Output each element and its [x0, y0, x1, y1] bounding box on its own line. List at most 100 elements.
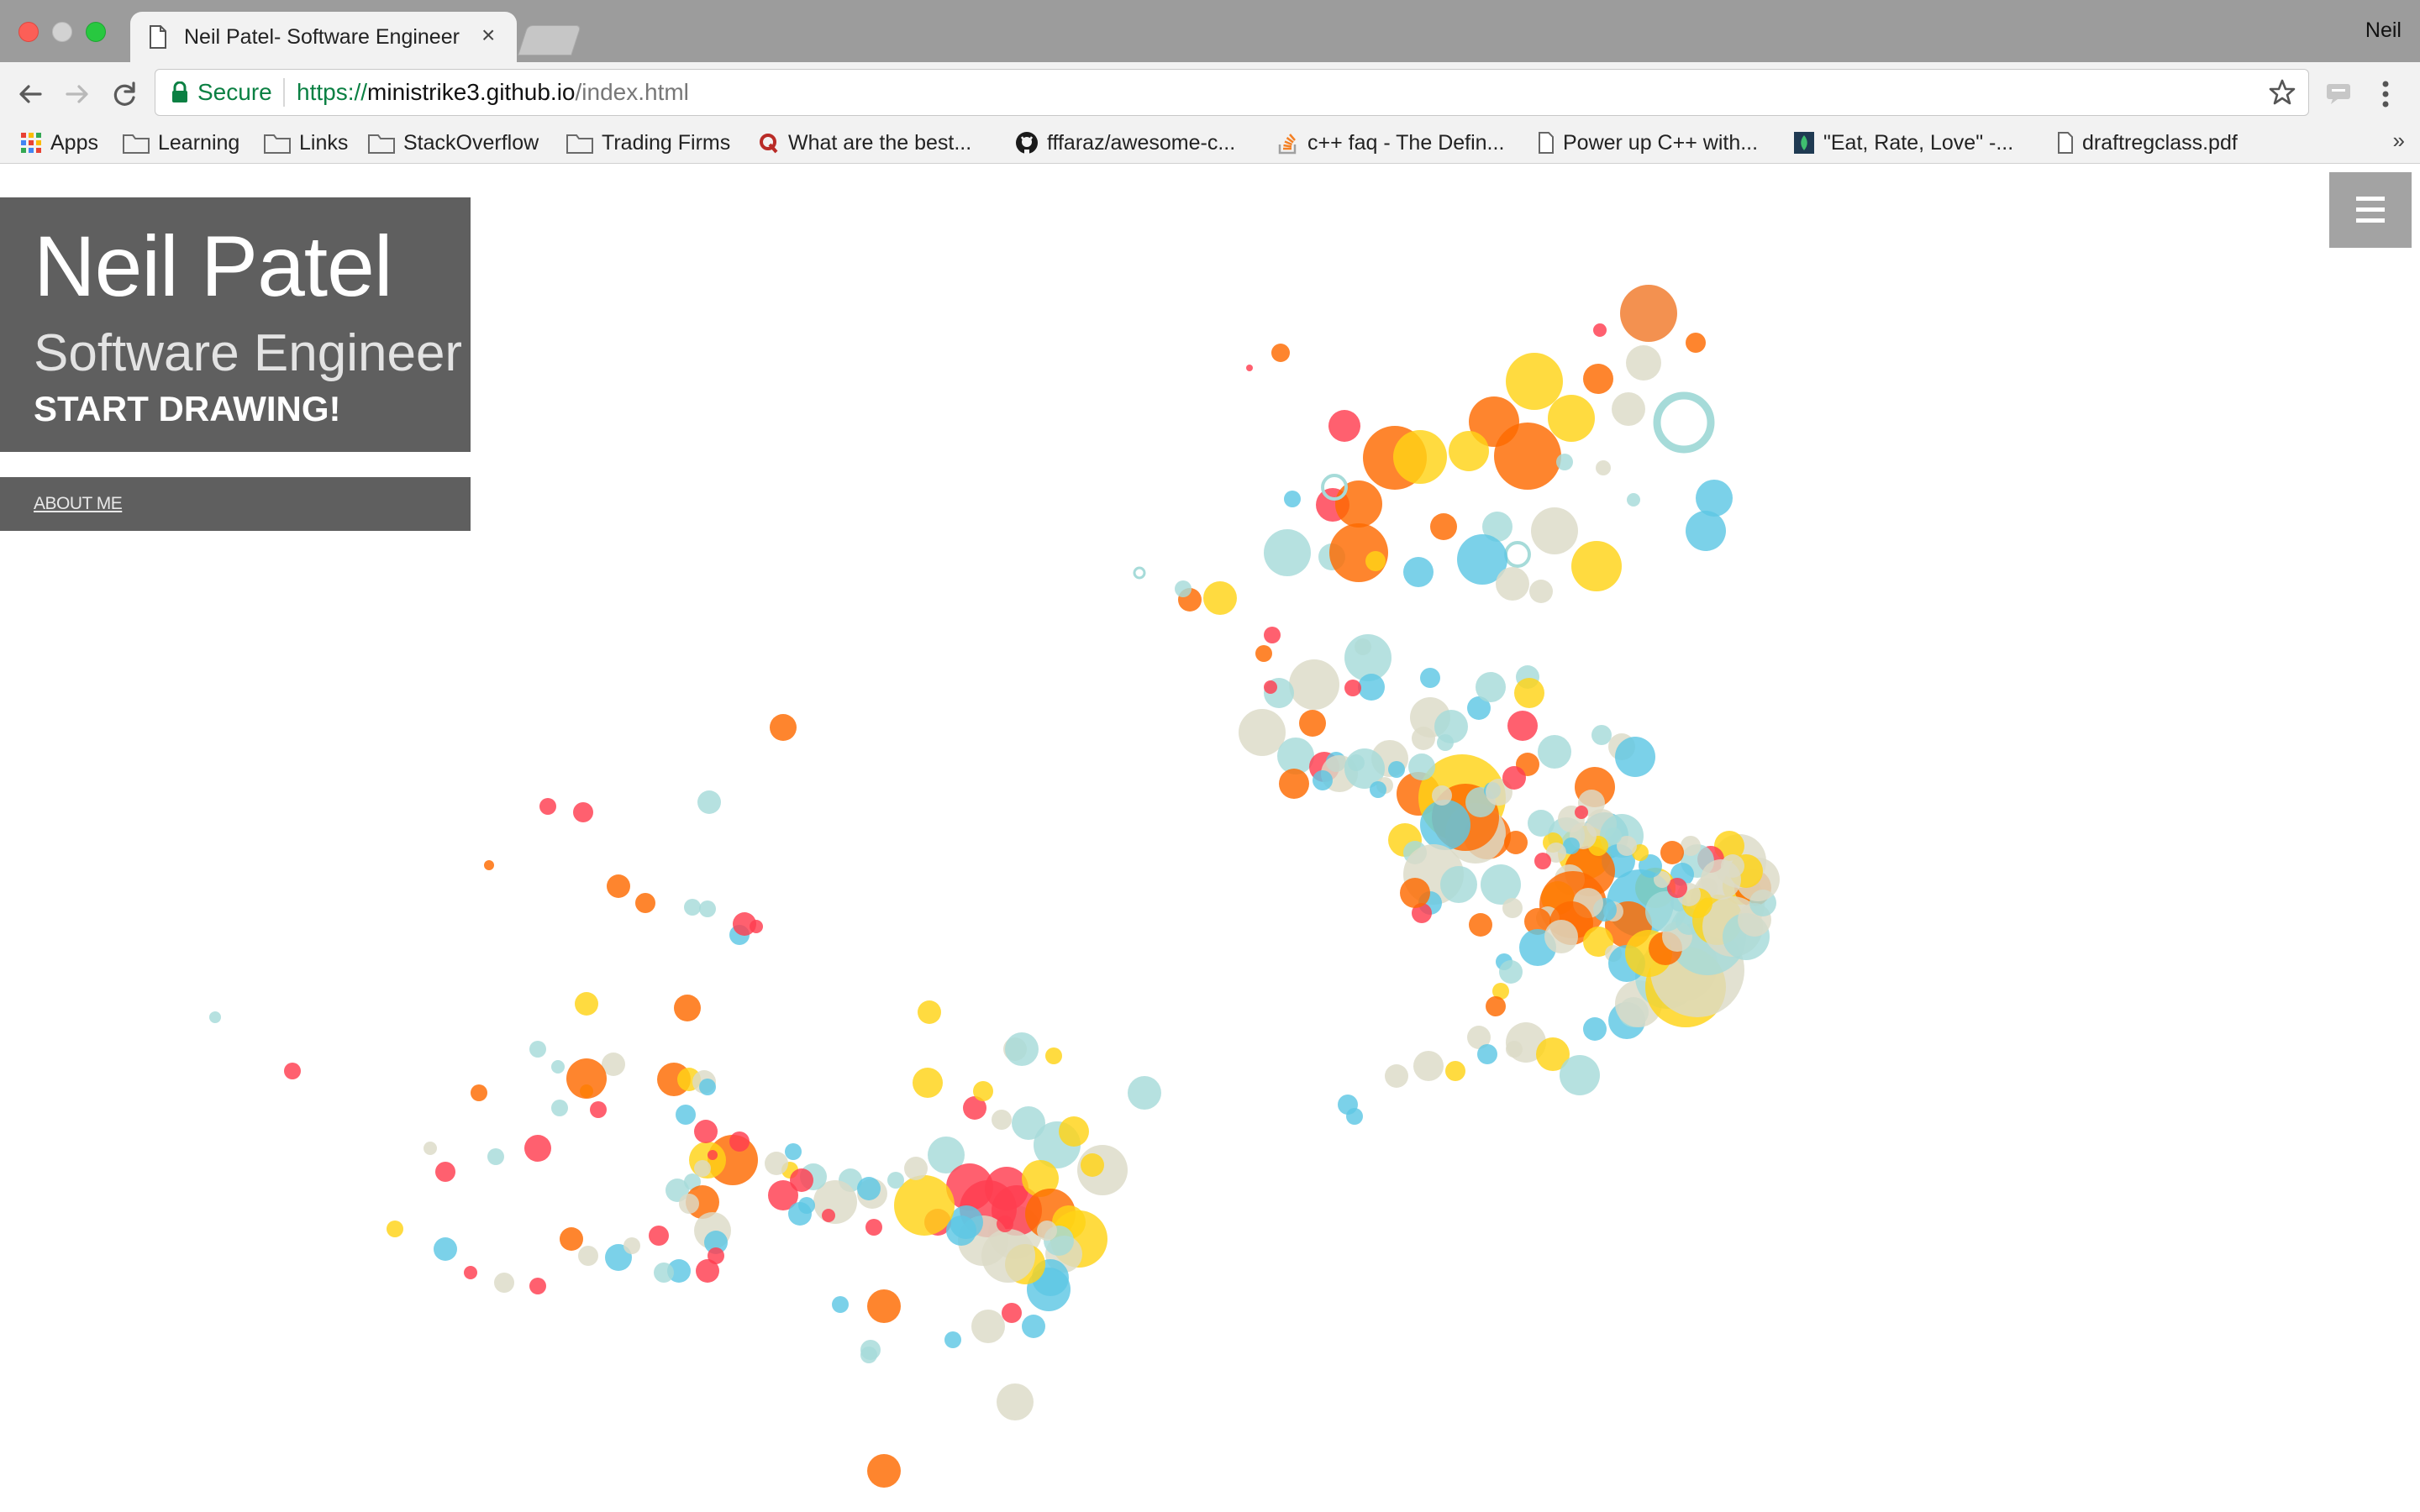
- paint-bubble: [1059, 1116, 1089, 1147]
- bookmark-folder-learning[interactable]: Learning: [123, 128, 239, 158]
- bookmark-apps[interactable]: Apps: [20, 128, 98, 158]
- paint-bubble: [765, 1152, 788, 1175]
- folder-icon: [368, 134, 395, 154]
- drawing-canvas[interactable]: [0, 164, 2420, 1512]
- role-subtitle: Software Engineer: [34, 324, 463, 382]
- paint-bubble: [1563, 837, 1580, 854]
- bookmark-label: Links: [299, 130, 349, 155]
- bookmark-label: draftregclass.pdf: [2082, 130, 2238, 155]
- paint-bubble: [602, 1053, 625, 1076]
- paint-bubble: [1440, 866, 1477, 903]
- browser-tab-active[interactable]: Neil Patel- Software Engineer ×: [130, 12, 517, 64]
- hamburger-icon: [2356, 197, 2385, 201]
- hamburger-menu-button[interactable]: [2329, 172, 2412, 248]
- paint-bubble: [1022, 1160, 1059, 1197]
- back-arrow-icon[interactable]: [13, 77, 47, 111]
- paint-bubble: [1469, 913, 1492, 937]
- paint-bubble: [1412, 727, 1435, 750]
- paint-bubble: [1583, 927, 1613, 957]
- paint-bubble: [676, 1105, 696, 1125]
- paint-bubble: [529, 1041, 546, 1058]
- paint-bubble: [1583, 1017, 1607, 1041]
- github-icon: [1016, 132, 1038, 154]
- bookmark-label: Power up C++ with...: [1563, 130, 1759, 155]
- page-viewport[interactable]: Neil Patel Software Engineer START DRAWI…: [0, 164, 2420, 1512]
- paint-bubble: [623, 1237, 640, 1254]
- paint-bubble: [1412, 903, 1432, 923]
- paint-bubble: [790, 1168, 813, 1192]
- paint-bubble: [1486, 996, 1506, 1016]
- paint-bubble: [857, 1177, 881, 1200]
- bookmark-draftregclass[interactable]: draftregclass.pdf: [2057, 128, 2238, 158]
- forward-arrow-icon[interactable]: [60, 77, 94, 111]
- paint-bubble: [1344, 748, 1385, 789]
- paint-bubble: [578, 1246, 598, 1266]
- paint-bubble: [1534, 853, 1551, 869]
- more-menu-icon[interactable]: [2380, 77, 2391, 111]
- paint-bubble: [696, 1259, 719, 1283]
- start-drawing-prompt: START DRAWING!: [34, 389, 341, 428]
- bookmark-folder-links[interactable]: Links: [264, 128, 348, 158]
- paint-bubble: [733, 912, 756, 936]
- window-close-button[interactable]: [18, 22, 39, 42]
- paint-bubble: [1660, 841, 1684, 864]
- url-text[interactable]: https://ministrike3.github.io/index.html: [297, 79, 689, 106]
- paint-bubble: [590, 1101, 607, 1118]
- bookmark-github[interactable]: fffaraz/awesome-c...: [1015, 128, 1235, 158]
- paint-bubble: [944, 1331, 961, 1348]
- paint-bubble: [1686, 511, 1726, 551]
- paint-bubble: [928, 1137, 965, 1173]
- profile-name[interactable]: Neil: [2365, 18, 2402, 42]
- bookmark-power-up-cpp[interactable]: Power up C++ with...: [1538, 128, 1758, 158]
- paint-bubble: [770, 714, 797, 741]
- bookmark-folder-stackoverflow[interactable]: StackOverflow: [368, 128, 539, 158]
- address-bar[interactable]: Secure https://ministrike3.github.io/ind…: [155, 69, 2309, 116]
- paint-bubble: [1408, 753, 1435, 780]
- bookmark-star-icon[interactable]: [2268, 78, 2296, 107]
- paint-bubble: [1502, 898, 1523, 918]
- paint-bubble: [435, 1162, 455, 1182]
- paint-bubble: [1346, 1108, 1363, 1125]
- tab-title: Neil Patel- Software Engineer: [184, 25, 460, 49]
- page-icon: [2058, 132, 2073, 154]
- paint-bubble: [679, 1194, 699, 1214]
- paint-bubble: [1591, 725, 1612, 745]
- paint-bubble: [1264, 529, 1311, 576]
- paint-bubble: [913, 1068, 943, 1098]
- paint-bubble: [1686, 333, 1706, 353]
- paint-bubble: [573, 802, 593, 822]
- bookmark-quora[interactable]: What are the best...: [758, 128, 971, 158]
- about-me-link[interactable]: ABOUT ME: [34, 494, 123, 513]
- paint-bubble: [284, 1063, 301, 1079]
- paint-bubble: [699, 1079, 716, 1095]
- tab-close-icon[interactable]: ×: [481, 22, 496, 48]
- paint-bubble: [1507, 711, 1538, 741]
- paint-bubble: [1575, 806, 1588, 819]
- paint-bubble: [1593, 323, 1607, 337]
- window-minimize-button[interactable]: [52, 22, 72, 42]
- page-icon: [1539, 132, 1554, 154]
- paint-bubble: [1476, 672, 1506, 702]
- new-tab-button[interactable]: [518, 25, 581, 55]
- browser-titlebar: Neil Patel- Software Engineer × Neil: [0, 0, 2420, 64]
- paint-bubble: [1496, 567, 1529, 601]
- paint-bubble: [1544, 920, 1578, 953]
- paint-bubble: [822, 1209, 835, 1222]
- extension-icon[interactable]: [2324, 81, 2353, 106]
- quora-icon: [760, 134, 778, 154]
- bookmarks-overflow-chevron[interactable]: »: [2392, 128, 2405, 153]
- paint-bubble: [1467, 696, 1491, 720]
- paint-bubble: [1620, 285, 1677, 342]
- bookmark-stackoverflow[interactable]: c++ faq - The Defin...: [1277, 128, 1504, 158]
- paint-bubble: [1299, 710, 1326, 737]
- bookmarks-bar: Apps Learning Links StackOverflow Tradin…: [0, 124, 2420, 164]
- paint-bubble: [867, 1454, 901, 1488]
- bookmark-eat-rate-love[interactable]: "Eat, Rate, Love" -...: [1793, 128, 2013, 158]
- paint-bubble: [1653, 391, 1715, 454]
- bookmark-folder-trading-firms[interactable]: Trading Firms: [566, 128, 730, 158]
- paint-bubble: [768, 1180, 798, 1210]
- paint-bubble: [1437, 734, 1454, 751]
- secure-label: Secure: [197, 79, 272, 105]
- reload-icon[interactable]: [108, 77, 141, 111]
- window-maximize-button[interactable]: [86, 22, 106, 42]
